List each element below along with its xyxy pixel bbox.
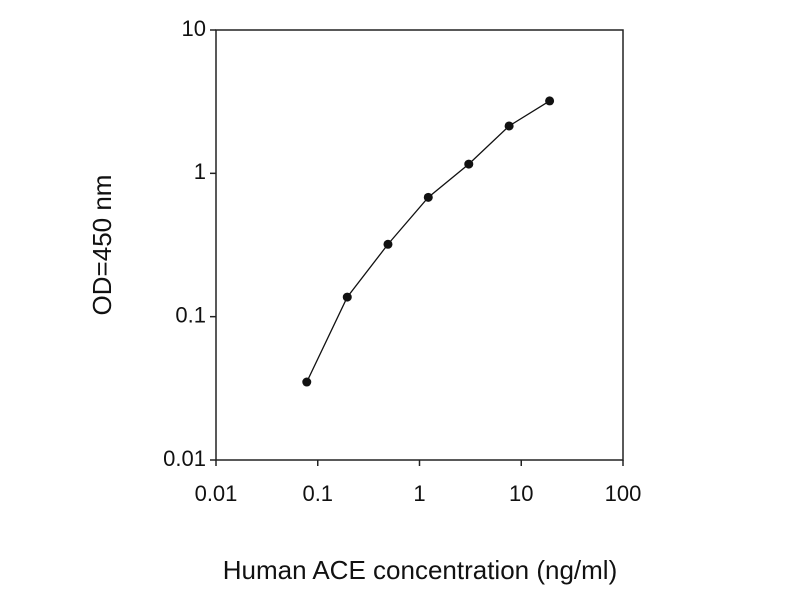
data-point — [423, 192, 433, 202]
y-axis-title: OD=450 nm — [87, 175, 117, 316]
data-point — [504, 121, 514, 131]
plot-frame — [215, 29, 624, 461]
x-tick-label: 1 — [413, 481, 425, 506]
y-tick-label: 10 — [182, 16, 206, 41]
y-tick-label: 0.01 — [163, 446, 206, 471]
x-tick-label: 0.1 — [302, 481, 333, 506]
x-axis-title: Human ACE concentration (ng/ml) — [223, 555, 618, 585]
data-point — [302, 377, 312, 387]
data-point — [383, 239, 393, 249]
x-tick-label: 10 — [509, 481, 533, 506]
data-point — [545, 96, 555, 106]
data-point — [464, 159, 474, 169]
y-tick-label: 1 — [194, 159, 206, 184]
y-tick-label: 0.1 — [175, 302, 206, 327]
series-line — [306, 100, 550, 383]
data-point — [342, 292, 352, 302]
x-tick-label: 100 — [605, 481, 642, 506]
x-tick-label: 0.01 — [195, 481, 238, 506]
